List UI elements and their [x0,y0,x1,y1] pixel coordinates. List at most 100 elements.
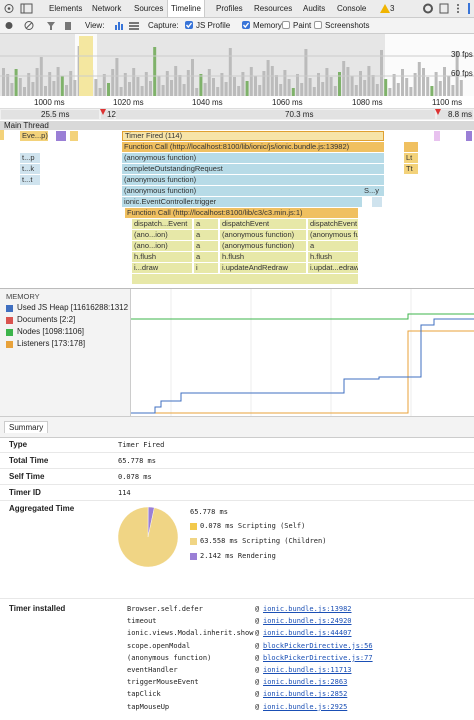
flame-entry[interactable]: (anonymous function) [122,186,362,196]
stack-link[interactable]: blockPickerDirective.js:56 [263,641,373,650]
fps-bar [165,71,169,96]
flame-entry[interactable]: Lt [404,153,418,163]
flame-entry[interactable]: t...t [20,175,40,185]
flame-entry[interactable]: dispatchEvent [308,219,358,229]
flame-entry[interactable]: h.flush [220,252,306,262]
legend-swatch [6,329,13,336]
stack-function: ionic.views.Modal.inherit.show [127,629,254,638]
main-thread-label: Main Thread [4,121,49,130]
toolbar-icons[interactable] [3,19,145,32]
fps-bar [249,67,253,96]
fps-bar [283,70,287,96]
flame-entry[interactable]: a [194,219,218,229]
flame-entry[interactable]: (anonymous function) [122,175,384,185]
fps-bar [409,87,413,96]
flame-entry[interactable]: t...p [20,153,40,163]
flame-entry[interactable]: a [194,241,218,251]
tab[interactable]: Timeline [167,0,205,17]
tab-bar-icons[interactable] [3,3,43,14]
fps-bar [174,66,178,96]
tab[interactable]: Elements [49,4,83,13]
flame-entry[interactable]: (anonymous function) [308,230,358,240]
flame-entry[interactable]: h.flush [132,252,192,262]
flame-entry[interactable]: (anonymous function) [220,230,306,240]
flame-entry[interactable]: i [194,263,218,273]
fps-bar [321,82,325,96]
stack-at: @ [255,629,260,638]
frame [116,110,435,119]
row-label: Timer ID [9,488,41,497]
flame-entry[interactable]: a [308,241,358,251]
stack-link[interactable]: ionic.bundle.js:11713 [263,666,352,674]
fps-bar [212,78,215,96]
fps-bar [98,88,102,96]
tab[interactable]: Profiles [216,4,243,13]
flame-chart[interactable]: Eve...p) Timer Fired (114) Function Call (… [0,130,474,289]
flame-entry[interactable]: S...y [362,186,384,196]
flame-block [56,131,66,141]
legend-label: Documents [2:2] [17,315,76,324]
fps-bar [2,68,5,96]
overview[interactable] [0,34,474,96]
flame-entry[interactable]: dispatchEvent [220,219,306,229]
legend-swatch [6,305,13,312]
fps-bar [18,78,22,96]
frame [1,110,99,119]
fps-bar [14,69,18,96]
stack-link[interactable]: ionic.bundle.js:2925 [263,702,348,711]
fps-label: 30 fps [451,50,473,59]
flame-entry[interactable]: h.flush [308,252,358,262]
flame-entry[interactable]: Eve...p) [20,131,48,141]
stack-link[interactable]: ionic.bundle.js:2852 [263,690,348,699]
checkbox[interactable] [314,21,322,29]
window-icons[interactable] [378,2,474,15]
fps-bar [384,79,388,96]
checkbox[interactable] [282,21,290,29]
fps-bar [270,66,274,96]
fps-bar [182,84,186,96]
flame-entry[interactable]: i...draw [132,263,192,273]
stack-link[interactable]: ionic.bundle.js:13982 [263,605,352,613]
tab[interactable]: Audits [303,4,326,13]
flame-entry[interactable]: ionic.EventController.trigger [122,197,362,207]
checkbox[interactable] [242,21,250,29]
tab[interactable]: Network [92,4,122,13]
stack-link[interactable]: blockPickerDirective.js:77 [263,653,373,662]
legend-swatch [6,341,13,348]
stack-link[interactable]: ionic.bundle.js:44407 [263,629,352,638]
flame-entry[interactable]: completeOutstandingRequest [122,164,384,174]
checkbox[interactable] [185,21,193,29]
aggregated-pie [117,506,179,568]
flame-entry[interactable]: Function Call (http://localhost:8100/lib… [125,208,358,218]
fps-bar [396,83,400,96]
frame-marker [100,109,106,115]
stack-link[interactable]: ionic.bundle.js:2863 [263,678,348,687]
flame-entry[interactable]: Timer Fired (114) [122,131,384,141]
fps-bar [186,70,190,96]
flame-entry[interactable]: t...k [20,164,40,174]
flame-entry[interactable]: i.updateAndRedraw [220,263,306,273]
flame-entry[interactable]: Tt [404,164,418,174]
stack-link[interactable]: ionic.bundle.js:24920 [263,617,352,626]
flame-entry[interactable]: (anonymous function) [220,241,306,251]
checkmark [242,22,250,29]
fps-bar [375,84,379,96]
checkbox-label: Memory [253,21,282,30]
flame-entry[interactable]: (ano...ion) [132,241,192,251]
fps-bar [438,81,442,96]
summary-tab[interactable]: Summary [4,421,49,433]
tab[interactable]: Console [337,4,367,13]
tab[interactable]: Sources [134,4,164,13]
stack-at: @ [255,605,260,613]
flame-entry[interactable]: a [194,252,218,262]
flame-block [404,142,418,152]
check [185,22,193,29]
tab[interactable]: Resources [254,4,293,13]
flame-entry[interactable]: Function Call (http://localhost:8100/lib… [122,142,384,152]
flame-entry[interactable]: a [194,230,218,240]
flame-entry[interactable]: i.updat...edraw [308,263,358,273]
flame-entry[interactable]: (anonymous function) [122,153,384,163]
flame-entry[interactable]: (ano...ion) [132,230,192,240]
fps-bar [161,85,165,96]
flame-entry[interactable]: dispatch...Event [132,219,192,229]
